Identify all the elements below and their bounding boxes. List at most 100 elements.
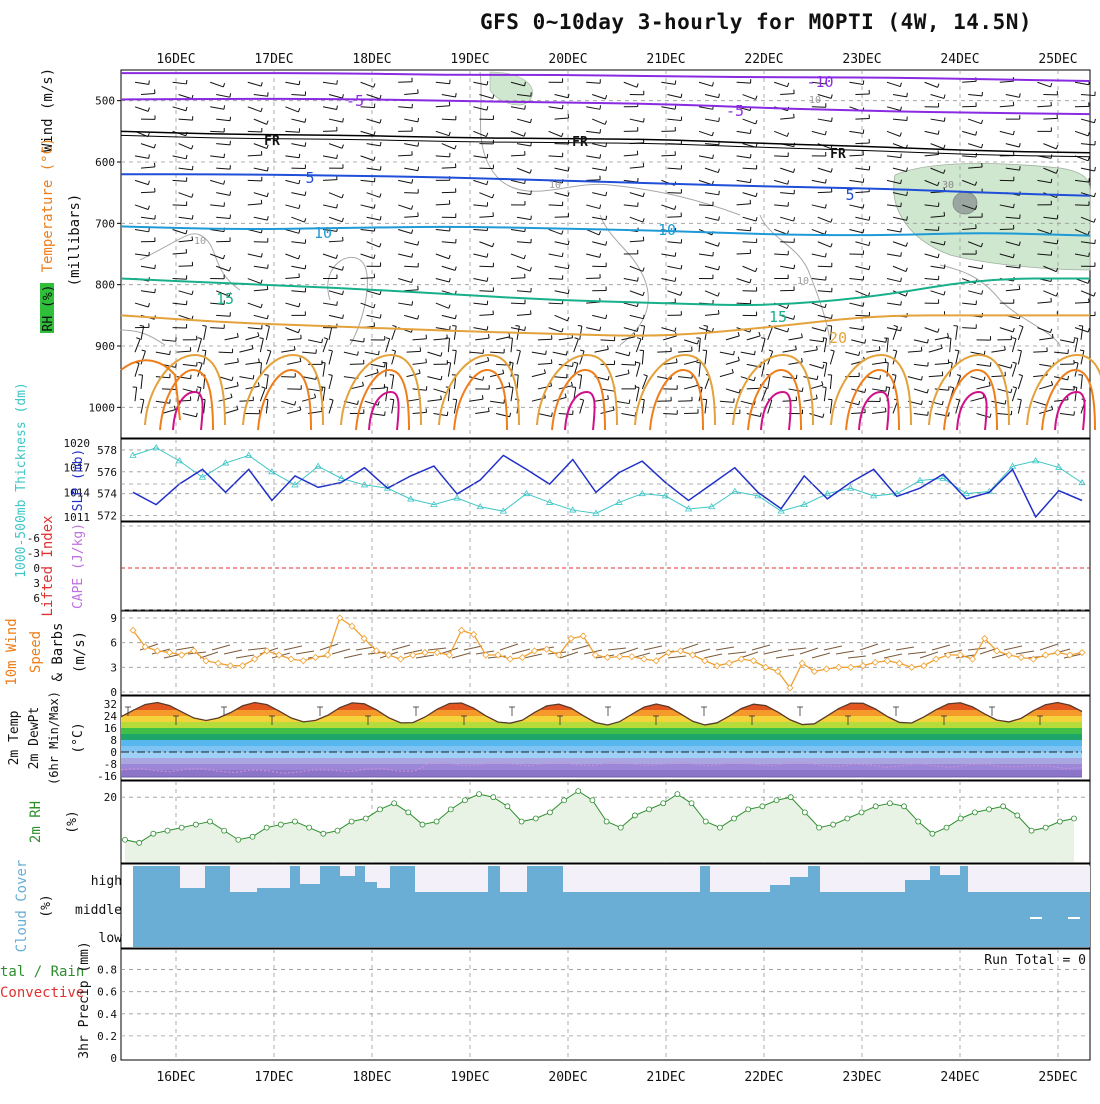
wind-barb-flag <box>1074 339 1075 343</box>
wind-barb <box>210 131 224 132</box>
ylabel-dewpt: 2m DewPt <box>27 707 42 770</box>
wind-barb-flag <box>149 228 150 232</box>
rh-point <box>335 828 340 833</box>
rh-point <box>661 801 666 806</box>
wind-barb-flag <box>982 265 983 269</box>
wind-barb <box>818 192 832 193</box>
cloud-gap <box>820 866 905 892</box>
wind-barb-flag <box>322 387 323 391</box>
cloud-gap <box>415 866 488 892</box>
rh-point <box>434 819 439 824</box>
rh-point <box>292 819 297 824</box>
ylabel-speed: Speed <box>28 631 44 673</box>
ylabel-lifted: Lifted Index <box>40 515 56 616</box>
wind-barb-flag <box>1095 167 1096 171</box>
wind-barb <box>780 242 794 243</box>
rh-point <box>859 810 864 815</box>
y-tick-label-right: 1020 <box>64 437 91 450</box>
y-tick-label: 6 <box>33 592 40 605</box>
wind-barb-flag <box>149 80 150 84</box>
wind-barb-flag <box>337 106 338 110</box>
cloud-gap <box>940 866 960 875</box>
wind-barb-flag <box>949 412 950 416</box>
contour-label: -5 <box>726 102 744 120</box>
wind-barb-flag <box>230 93 231 97</box>
temp-band <box>121 734 1090 740</box>
wind-barb <box>442 168 456 169</box>
cloud-gap-small <box>1068 917 1080 919</box>
wind-barb <box>141 192 155 193</box>
rh-point <box>972 810 977 815</box>
wind-barb-flag <box>1080 350 1084 351</box>
wind-barb-flag <box>1020 93 1021 97</box>
cloud-gap <box>905 866 930 880</box>
ylabel-thickness: 1000-500mb Thickness (dm) <box>14 382 29 578</box>
wind-barb-flag <box>305 192 306 196</box>
y-tick-label-right: 1011 <box>64 511 91 524</box>
wind-barb-flag <box>192 236 193 240</box>
contour-label: 10 <box>797 276 809 287</box>
wind-barb-flag <box>901 228 902 232</box>
wind-barb-flag <box>140 399 144 400</box>
wind-barb-flag <box>202 325 206 326</box>
wind-barb-flag <box>635 387 639 388</box>
cloud-gap <box>377 866 390 888</box>
contour-label: 10 <box>809 95 821 106</box>
wind-barb-flag <box>515 326 519 327</box>
rh-point <box>590 798 595 803</box>
wind-barb-flag <box>832 118 833 122</box>
wind-barb <box>855 119 869 120</box>
wind-barb-flag <box>456 93 457 97</box>
contour-label: 30 <box>942 180 954 191</box>
wind-barb <box>404 193 418 194</box>
wind-barb-flag <box>826 179 827 183</box>
x-tick-label-top: 16DEC <box>156 52 195 67</box>
wind-barb-flag <box>750 179 751 183</box>
wind-barb-flag <box>482 395 483 399</box>
wind-barb-flag <box>379 351 380 355</box>
wind-barb-flag <box>794 265 795 269</box>
temp-band <box>121 746 1090 752</box>
wind-barb-flag <box>253 375 254 379</box>
wind-barb <box>1043 118 1057 119</box>
contour-label: 15 <box>769 308 787 326</box>
wind-barb <box>219 352 233 353</box>
ylabel-millibars: (millibars) <box>67 194 83 287</box>
wind-barb-flag <box>487 326 488 330</box>
wind-barb <box>661 155 675 156</box>
x-tick-label-top: 17DEC <box>254 52 293 67</box>
rh-point <box>420 822 425 827</box>
wind-barb-flag <box>412 179 413 183</box>
y-tick-label: 800 <box>95 279 115 292</box>
rh-point <box>1057 819 1062 824</box>
y-tick-label: 500 <box>95 95 115 108</box>
wind-barb-flag <box>155 265 156 269</box>
rh-point <box>505 804 510 809</box>
wind-barb <box>398 155 412 156</box>
wind-barb-flag <box>823 338 827 339</box>
wind-barb-flag <box>1094 219 1095 223</box>
rh2m-panel: 20 <box>104 781 1090 863</box>
wind-barb <box>855 143 869 144</box>
wind-barb-flag <box>337 155 338 159</box>
wind-barb-flag <box>1089 253 1090 257</box>
y-tick-label: 600 <box>95 156 115 169</box>
rh-point <box>689 801 694 806</box>
rh-point <box>377 807 382 812</box>
wind-barb <box>699 205 713 206</box>
rh-point <box>902 804 907 809</box>
wind-barb-flag <box>681 265 682 269</box>
wind-barb-flag <box>984 351 985 355</box>
wind-barb-flag <box>305 142 306 146</box>
cloud-gap <box>710 866 770 892</box>
wind-barb-flag <box>1019 285 1020 289</box>
cloud-gap <box>230 866 257 892</box>
y-tick-label: 9 <box>110 612 117 625</box>
wind-barb-flag <box>385 363 386 367</box>
rh-point <box>887 801 892 806</box>
rh-point <box>632 813 637 818</box>
